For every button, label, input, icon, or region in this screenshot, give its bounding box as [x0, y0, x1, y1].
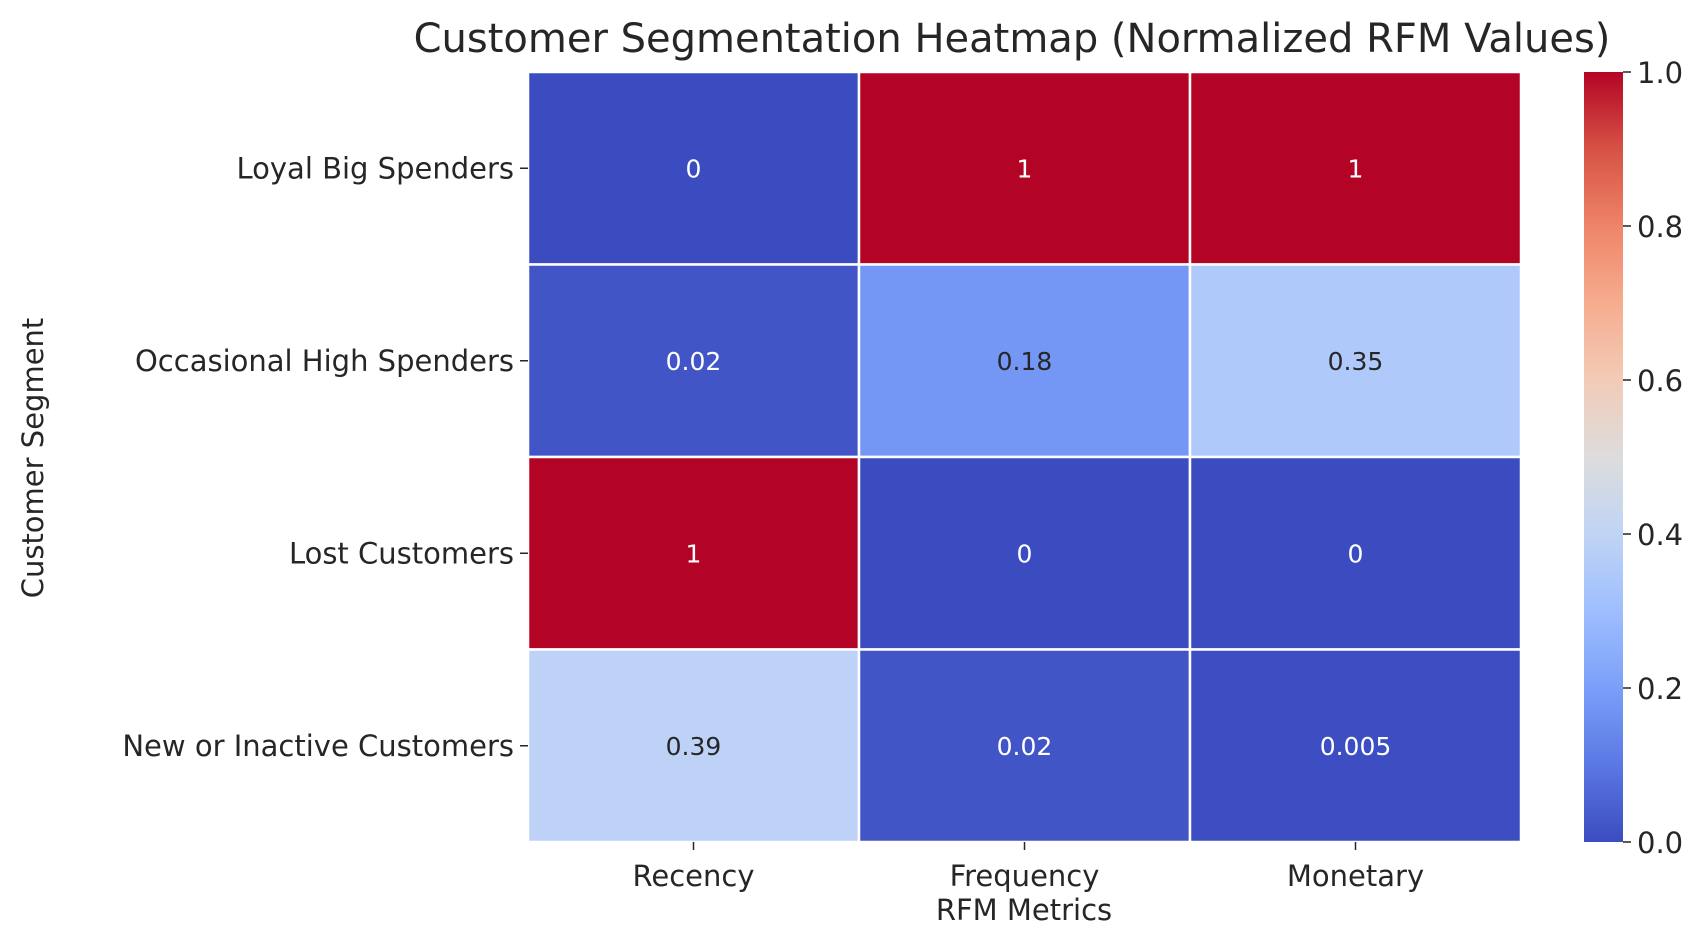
x-tick-label: Recency: [633, 859, 755, 893]
colorbar-gradient: [1584, 72, 1623, 842]
cell-value-label: 0.39: [666, 732, 722, 761]
colorbar-tick-label: 0.6: [1637, 364, 1683, 398]
cell-value-label: 1: [1348, 154, 1364, 183]
colorbar-tick-label: 1.0: [1637, 56, 1683, 90]
cell-value-label: 0.35: [1328, 347, 1384, 376]
colorbar-tick-label: 0.8: [1637, 210, 1683, 244]
colorbar: 0.0 0.2 0.4 0.6 0.8 1.0: [1584, 56, 1683, 860]
colorbar-tick-label: 0.4: [1637, 518, 1683, 552]
heatmap-cell: [1188, 648, 1523, 844]
chart-title: Customer Segmentation Heatmap (Normalize…: [414, 16, 1611, 62]
heatmap-cells: [526, 70, 1523, 844]
cell-value-label: 0: [686, 154, 702, 183]
x-axis-label: RFM Metrics: [936, 893, 1112, 927]
colorbar-tick-label: 0.0: [1637, 826, 1683, 860]
y-axis: Loyal Big Spenders Occasional High Spende…: [122, 151, 528, 763]
heatmap-cell: [1188, 70, 1523, 266]
heatmap-cell-labels: 0 1 1 0.02 0.18 0.35 1 0 0 0.39 0.02 0.005: [666, 154, 1392, 761]
y-axis-label: Customer Segment: [16, 318, 50, 599]
y-tick-label: Loyal Big Spenders: [237, 151, 515, 185]
y-tick-label: Occasional High Spenders: [135, 344, 514, 378]
heatmap-cell: [857, 263, 1192, 459]
heatmap-cell: [857, 70, 1192, 266]
heatmap-cell: [1188, 263, 1523, 459]
y-tick-label: New or Inactive Customers: [122, 729, 514, 763]
heatmap-cell: [526, 70, 861, 266]
cell-value-label: 0.02: [666, 347, 722, 376]
cell-value-label: 0.005: [1320, 732, 1392, 761]
cell-value-label: 0.18: [997, 347, 1053, 376]
y-tick-label: Lost Customers: [289, 536, 514, 570]
x-tick-label: Frequency: [950, 859, 1100, 893]
cell-value-label: 0: [1017, 539, 1033, 568]
x-axis: Recency Frequency Monetary: [633, 842, 1424, 893]
cell-value-label: 0.02: [997, 732, 1053, 761]
cell-value-label: 1: [1017, 154, 1033, 183]
heatmap-cell: [857, 455, 1192, 651]
heatmap-cell: [526, 648, 861, 844]
heatmap-cell: [526, 263, 861, 459]
colorbar-tick-label: 0.2: [1637, 672, 1683, 706]
cell-value-label: 1: [686, 539, 702, 568]
x-tick-label: Monetary: [1287, 859, 1424, 893]
cell-value-label: 0: [1348, 539, 1364, 568]
